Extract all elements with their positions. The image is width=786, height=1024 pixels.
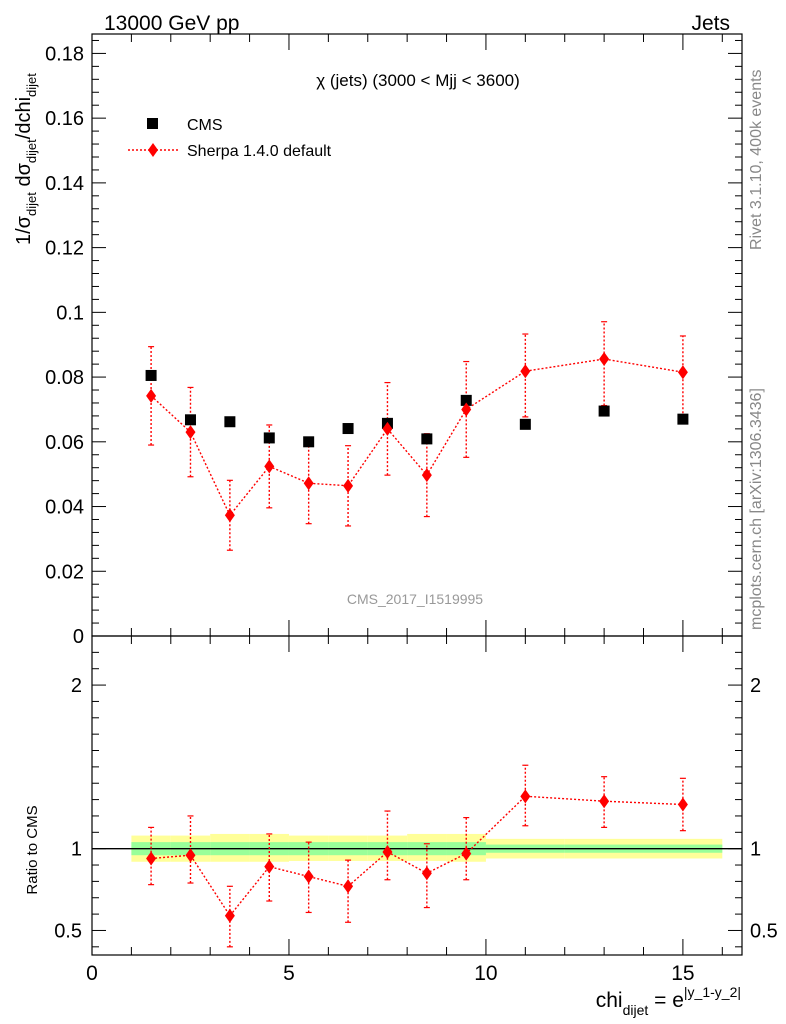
main-y-tick-label: 0.04 — [45, 497, 84, 519]
sherpa-point — [185, 425, 196, 440]
sherpa-point — [421, 468, 432, 483]
main-y-axis-label: 1/σdijet dσdijet/dchidijet — [13, 73, 39, 245]
sherpa-point — [224, 508, 235, 523]
ratio-y-tick-label: 1 — [71, 839, 82, 861]
ratio-sherpa-point — [264, 859, 275, 874]
ratio-y-tick-label-right: 0.5 — [750, 920, 778, 942]
legend-sherpa-marker — [148, 143, 158, 157]
ratio-sherpa-point — [224, 908, 235, 923]
ratio-plot-panel: 0.5 0.5 1 1 2 2 0 5 10 15 Ratio to CMS — [24, 635, 778, 985]
sherpa-line — [150, 358, 684, 517]
cms-point — [342, 423, 354, 435]
cms-point — [263, 432, 275, 444]
ratio-sherpa-point — [421, 866, 432, 881]
main-y-tick-label: 0.16 — [45, 108, 84, 130]
sherpa-point — [146, 388, 157, 403]
header-left-label: 13000 GeV pp — [104, 12, 239, 35]
ratio-sherpa-line — [151, 795, 683, 917]
main-y-tick-label: 0.02 — [45, 561, 84, 583]
cms-point — [677, 413, 689, 425]
ratio-sherpa-point — [677, 797, 688, 812]
ratio-sherpa-point — [520, 789, 531, 804]
ratio-sherpa-point — [461, 846, 472, 861]
watermark: CMS_2017_I1519995 — [347, 591, 483, 607]
x-tick-label: 0 — [86, 962, 98, 985]
ratio-y-tick-label: 0.5 — [54, 920, 82, 942]
main-y-tick-label: 0.1 — [56, 302, 84, 324]
sherpa-point — [264, 459, 275, 474]
cms-point — [303, 436, 315, 448]
rivet-label: Rivet 3.1.10, 400k events — [748, 69, 765, 250]
ratio-sherpa-point — [303, 869, 314, 884]
cms-point — [421, 433, 433, 445]
ratio-sherpa-point — [599, 794, 610, 809]
ratio-sherpa-point — [146, 851, 157, 866]
plot-title: χ (jets) (3000 < Mjj < 3600) — [316, 71, 520, 90]
x-tick-label: 15 — [671, 962, 694, 985]
ratio-axes: 0.5 0.5 1 1 2 2 0 5 10 15 — [54, 635, 778, 985]
legend-cms-marker — [147, 118, 158, 129]
ratio-sherpa-point — [343, 879, 354, 894]
legend-cms-label: CMS — [187, 117, 223, 134]
ratio-y-tick-label: 2 — [71, 675, 82, 697]
mcplots-label: mcplots.cern.ch [arXiv:1306.3436] — [748, 388, 765, 630]
x-tick-label: 5 — [283, 962, 295, 985]
cms-point — [598, 405, 610, 417]
main-plot-panel: 0 0.02 0.04 0.06 0.08 0.1 0.12 0.14 0.16 0.18 χ (… — [13, 33, 743, 648]
cms-point — [184, 414, 196, 426]
ratio-sherpa-point — [382, 844, 393, 859]
main-axes: 0 0.02 0.04 0.06 0.08 0.1 0.12 0.14 0.16 0.18 — [45, 33, 743, 648]
legend-sherpa-label: Sherpa 1.4.0 default — [187, 143, 332, 160]
header-right-label: Jets — [691, 12, 730, 35]
cms-point — [145, 369, 157, 381]
x-tick-label: 10 — [474, 962, 497, 985]
main-y-tick-label: 0.06 — [45, 432, 84, 454]
cms-point — [519, 418, 531, 430]
sherpa-point — [343, 478, 354, 493]
ratio-y-tick-label-right: 1 — [750, 839, 761, 861]
legend: CMS Sherpa 1.4.0 default — [128, 117, 332, 160]
cms-point — [460, 394, 472, 406]
main-y-tick-label: 0.12 — [45, 238, 84, 260]
main-data-layer — [145, 321, 689, 551]
ratio-sherpa-point — [185, 848, 196, 863]
ratio-data-layer — [92, 764, 742, 948]
main-y-tick-label: 0.08 — [45, 367, 84, 389]
main-y-tick-label: 0 — [73, 626, 84, 648]
cms-point — [224, 416, 236, 428]
sherpa-point — [520, 364, 531, 379]
main-y-tick-label: 0.14 — [45, 173, 84, 195]
ratio-y-tick-label-right: 2 — [750, 675, 761, 697]
sherpa-point — [303, 476, 314, 491]
ratio-frame — [91, 635, 743, 956]
x-axis-label: chidijet = e|y_1-y_2| — [596, 984, 741, 1018]
sherpa-point — [677, 365, 688, 380]
sherpa-point — [382, 421, 393, 436]
sherpa-point — [461, 402, 472, 417]
sherpa-point — [599, 351, 610, 366]
ratio-y-axis-label: Ratio to CMS — [24, 805, 41, 894]
main-y-tick-label: 0.18 — [45, 43, 84, 65]
